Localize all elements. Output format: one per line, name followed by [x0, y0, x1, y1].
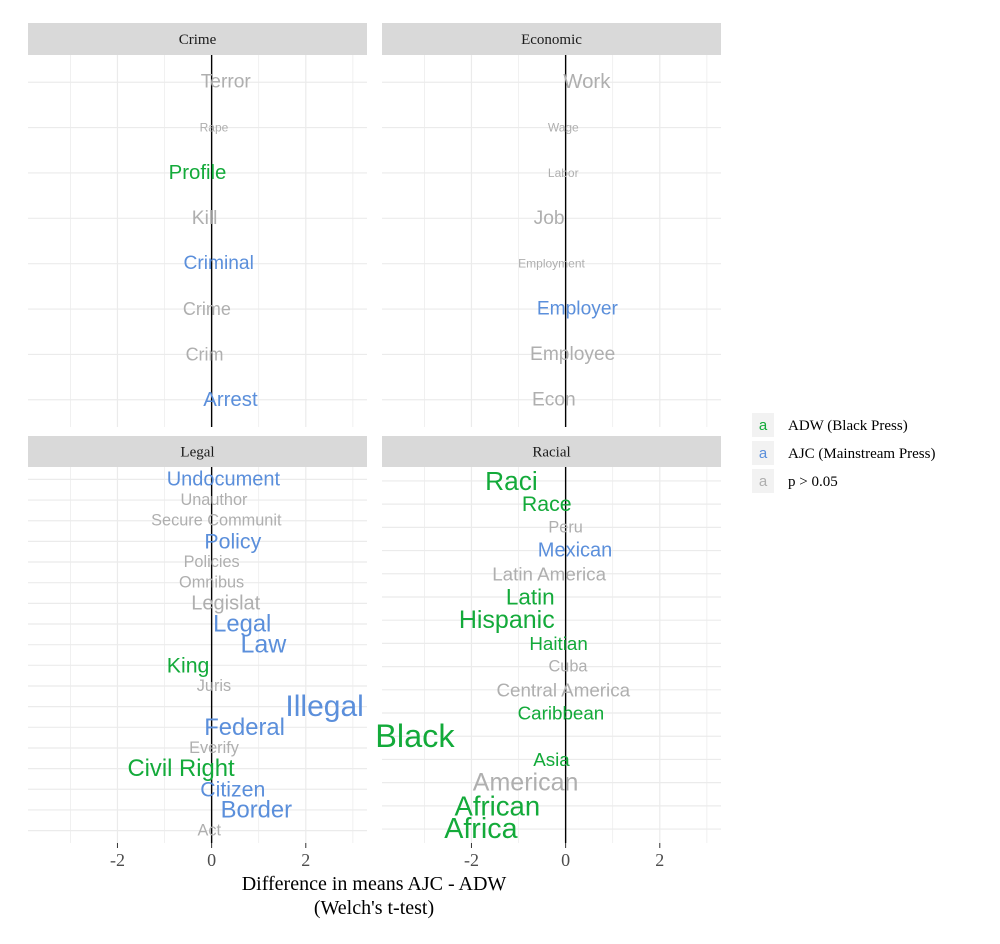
word-central-america: Central America	[496, 679, 630, 700]
x-tick-label: 2	[655, 850, 664, 870]
word-policies: Policies	[184, 553, 240, 571]
word-civil-right: Civil Right	[127, 755, 234, 782]
plot-background	[28, 467, 367, 843]
x-axis-layer: -2 0 2 -2 0 2	[110, 843, 664, 870]
word-arrest: Arrest	[203, 389, 258, 411]
word-latin: Latin	[506, 584, 555, 609]
panel-strip	[28, 23, 367, 55]
legend: a ADW (Black Press) a AJC (Mainstream Press…	[752, 413, 935, 493]
plot-background	[28, 55, 367, 427]
word-legislat: Legislat	[191, 592, 260, 614]
legend-key-glyph: a	[759, 417, 768, 434]
word-work: Work	[563, 71, 611, 93]
panel-strip	[382, 23, 721, 55]
panel-title: Racial	[532, 445, 570, 461]
legend-key-glyph: a	[759, 473, 768, 490]
legend-key-ajc	[752, 441, 774, 465]
word-employment: Employment	[518, 257, 585, 271]
panel-strip	[382, 436, 721, 467]
panel-title: Crime	[179, 32, 217, 48]
word-wage: Wage	[548, 121, 579, 135]
word-profile: Profile	[169, 162, 227, 184]
word-illegal: Illegal	[285, 690, 363, 723]
plot-background	[382, 55, 721, 427]
word-everify: Everify	[189, 739, 240, 757]
word-federal: Federal	[204, 714, 285, 741]
word-labor: Labor	[548, 166, 579, 180]
word-hispanic: Hispanic	[459, 606, 555, 634]
word-terror: Terror	[201, 72, 252, 93]
legend-key-glyph: a	[759, 445, 768, 462]
word-employee: Employee	[530, 344, 615, 365]
x-tick-label: 0	[561, 850, 570, 870]
word-secure-communit: Secure Communit	[151, 512, 282, 530]
word-legal: Legal	[213, 611, 271, 638]
word-omnibus: Omnibus	[179, 574, 244, 592]
x-tick-label: 2	[301, 850, 310, 870]
word-africa: Africa	[444, 813, 517, 845]
word-race: Race	[522, 492, 572, 516]
word-crim: Crim	[186, 344, 224, 364]
legend-key-ns	[752, 469, 774, 493]
panel-economic: Economic Work Wage Labor Job Employment Employ…	[382, 23, 721, 427]
word-act: Act	[198, 822, 222, 840]
x-tick-label: -2	[110, 850, 125, 870]
word-rape: Rape	[200, 121, 229, 135]
x-axis-subtitle: (Welch's t-test)	[314, 897, 434, 919]
word-black: Black	[375, 718, 455, 754]
word-african: African	[455, 790, 541, 821]
word-unauthor: Unauthor	[180, 491, 248, 509]
word-peru: Peru	[548, 518, 582, 536]
word-kill: Kill	[192, 208, 218, 229]
plot-background	[382, 467, 721, 843]
word-cuba: Cuba	[549, 658, 589, 676]
word-raci: Raci	[485, 466, 538, 496]
panels-layer: Crime Terror Rape Profile Kill Criminal Crime C…	[28, 23, 721, 845]
word-econ: Econ	[532, 389, 576, 410]
word-king: King	[167, 653, 210, 677]
word-policy: Policy	[204, 529, 261, 553]
x-tick-label: 0	[207, 850, 216, 870]
legend-label-ns: p > 0.05	[788, 474, 838, 490]
legend-key-adw	[752, 413, 774, 437]
word-juris: Juris	[197, 677, 231, 695]
word-employer: Employer	[537, 299, 619, 320]
word-latin-america: Latin America	[492, 563, 606, 584]
x-axis-title: Difference in means AJC - ADW	[242, 873, 507, 895]
word-crime: Crime	[183, 299, 231, 319]
word-haitian: Haitian	[529, 633, 587, 654]
word-citizen: Citizen	[200, 777, 265, 801]
word-job: Job	[534, 208, 565, 229]
word-american: American	[473, 769, 579, 797]
word-criminal: Criminal	[184, 253, 254, 274]
panel-crime: Crime Terror Rape Profile Kill Criminal Crime C…	[28, 23, 367, 427]
panel-title: Legal	[180, 445, 214, 461]
word-border: Border	[221, 796, 293, 823]
word-caribbean: Caribbean	[518, 703, 605, 724]
legend-label-adw: ADW (Black Press)	[788, 418, 908, 434]
legend-label-ajc: AJC (Mainstream Press)	[788, 446, 935, 462]
word-asia: Asia	[533, 749, 570, 770]
x-tick-label: -2	[464, 850, 479, 870]
word-mexican: Mexican	[538, 540, 612, 562]
panel-title: Economic	[521, 32, 582, 48]
word-undocument: Undocument	[167, 468, 281, 490]
word-law: Law	[240, 631, 287, 659]
panel-strip	[28, 436, 367, 467]
